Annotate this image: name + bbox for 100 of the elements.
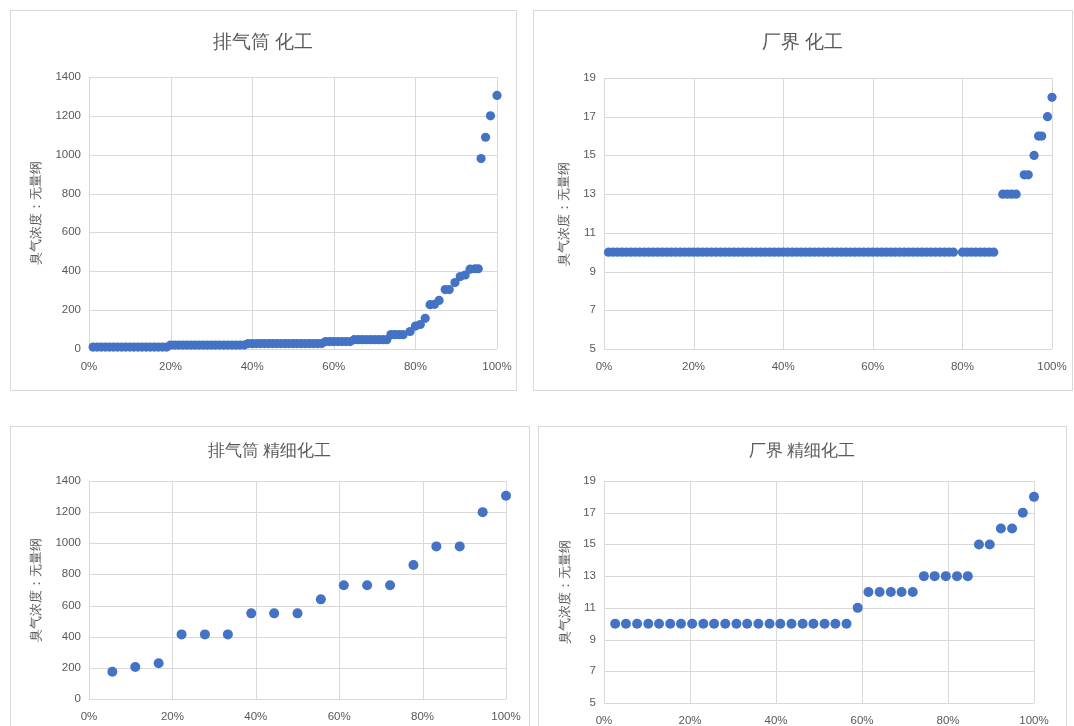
point [176,629,187,640]
y-tick-label: 400 [61,629,81,642]
y-tick-label: 5 [589,342,596,355]
point [973,539,984,550]
point [775,618,786,629]
x-tick-label: 40% [771,360,795,373]
x-tick-label: 0% [595,360,613,373]
x-tick-label: 80% [403,360,427,373]
point [362,580,373,591]
x-tick-label: 40% [764,714,788,726]
y-axis-title: 臭气浓度：无量纲 [27,538,43,642]
chart-title: 排气筒 精细化工 [207,441,332,461]
point [874,587,885,597]
y-tick-label: 800 [61,567,81,580]
point [654,618,665,629]
point [687,618,698,629]
point [742,618,753,629]
point [907,587,918,597]
point [698,618,709,629]
point [431,541,442,552]
point [477,507,488,518]
point [962,571,973,582]
y-tick-label: 17 [583,505,596,518]
chart-title: 厂界 化工 [761,31,844,53]
point [863,587,874,597]
y-tick-label: 200 [61,303,81,316]
point [918,571,929,582]
y-tick-label: 15 [583,537,596,550]
point [199,629,210,640]
y-tick-label: 7 [589,303,596,316]
point [841,618,852,629]
point [830,618,841,629]
point [315,594,326,605]
x-tick-label: 60% [327,710,351,723]
y-tick-label: 19 [583,71,596,84]
y-tick-label: 800 [61,186,81,199]
y-tick-label: 1400 [55,474,81,487]
y-tick-label: 19 [583,474,596,487]
x-tick-label: 60% [850,714,874,726]
y-tick-label: 1200 [55,505,81,518]
point [292,608,303,619]
y-tick-label: 0 [74,342,81,355]
point [1007,523,1018,534]
point [984,539,995,550]
y-tick-label: 0 [74,692,81,705]
y-tick-label: 9 [589,264,596,277]
point [385,580,396,591]
chart-title: 厂界 精细化工 [748,441,856,461]
y-tick-label: 200 [61,660,81,673]
y-tick-label: 13 [583,187,596,200]
x-tick-label: 100% [1037,360,1067,373]
point [1017,507,1028,518]
x-tick-label: 40% [244,710,268,723]
point [731,618,742,629]
point [896,587,907,597]
x-tick-label: 60% [861,360,885,373]
x-tick-label: 40% [240,360,264,373]
point [753,618,764,629]
x-tick-label: 20% [678,714,702,726]
x-tick-label: 80% [950,360,974,373]
y-tick-label: 1000 [55,147,81,160]
point [952,571,963,582]
y-tick-label: 9 [589,632,596,645]
x-tick-label: 0% [80,710,98,723]
y-axis-title: 臭气浓度：无量纲 [555,161,571,266]
point [995,523,1006,534]
point [764,618,775,629]
point [620,618,631,629]
y-tick-label: 13 [583,569,596,582]
point [885,587,896,597]
point [610,618,621,629]
y-axis-title: 臭气浓度：无量纲 [27,161,43,265]
y-tick-label: 5 [589,696,596,709]
point [819,618,830,629]
x-tick-label: 100% [482,360,512,373]
y-tick-label: 1000 [55,536,81,549]
point [720,618,731,629]
point [632,618,643,629]
point [454,541,465,552]
x-tick-label: 80% [936,714,960,726]
x-tick-label: 0% [595,714,613,726]
point [797,618,808,629]
point [338,580,349,591]
point [940,571,951,582]
y-tick-label: 15 [583,148,596,161]
point [107,666,118,677]
point [269,608,280,619]
point [675,618,686,629]
x-tick-label: 20% [160,710,184,723]
x-tick-label: 100% [1019,714,1049,726]
point [408,560,419,571]
y-tick-label: 11 [584,600,596,613]
y-tick-label: 7 [589,664,596,677]
y-axis-title: 臭气浓度：无量纲 [556,540,572,644]
y-tick-label: 1200 [55,108,81,121]
point [643,618,654,629]
point [665,618,676,629]
point [501,490,511,501]
x-tick-label: 60% [322,360,346,373]
y-tick-label: 600 [61,225,81,238]
